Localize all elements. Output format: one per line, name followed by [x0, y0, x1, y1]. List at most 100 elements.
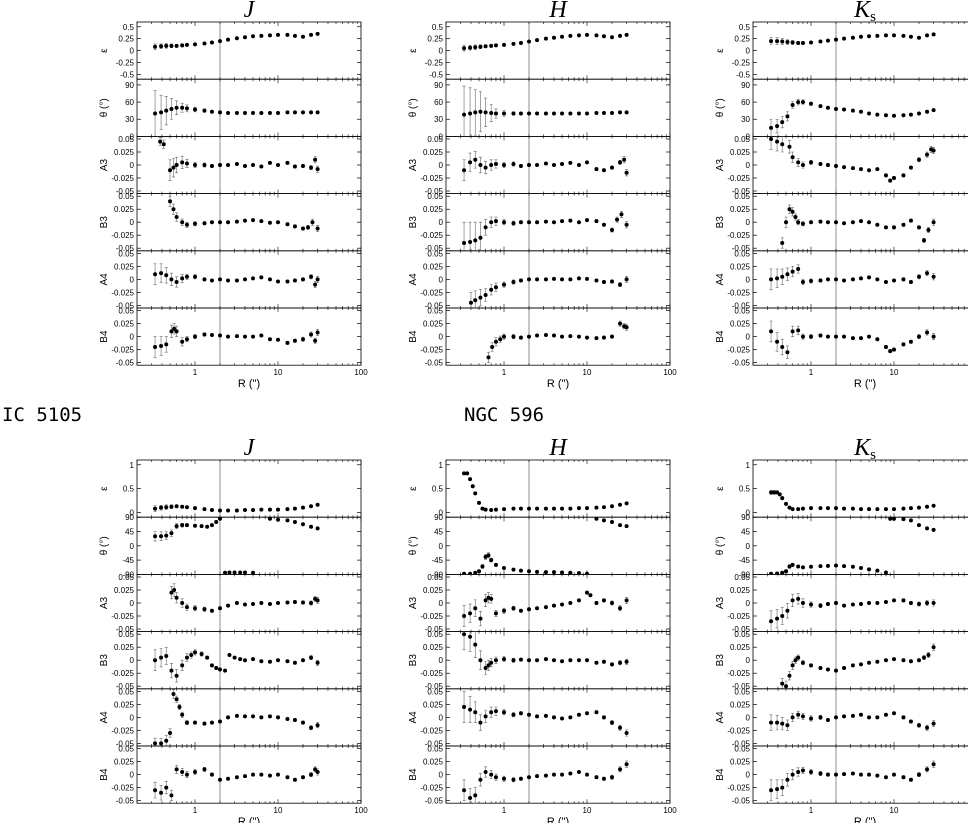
data-point	[180, 601, 185, 605]
y-tick-label: 0	[439, 275, 444, 284]
data-point	[164, 738, 169, 743]
band-title: H	[548, 0, 568, 23]
data-point	[473, 491, 478, 496]
data-point	[780, 345, 785, 349]
data-point	[576, 658, 581, 663]
y-tick-label: 0	[746, 333, 751, 342]
data-point	[169, 668, 174, 673]
data-point	[489, 660, 494, 665]
y-tick-label: -0.025	[111, 174, 134, 183]
data-point	[560, 602, 565, 607]
data-point	[309, 504, 314, 509]
x-axis-label: R (")	[547, 378, 569, 390]
data-point	[285, 775, 290, 780]
data-point	[601, 110, 606, 115]
data-point	[489, 163, 494, 167]
data-point	[184, 222, 189, 227]
data-point	[901, 33, 906, 38]
data-point	[234, 278, 239, 283]
panel-6: -0.05 -0.025 0 0.025 0.05 B4	[408, 307, 671, 368]
data-point	[478, 295, 483, 300]
data-point	[234, 36, 239, 41]
data-point	[518, 711, 523, 716]
data-points	[462, 471, 629, 513]
data-point	[468, 45, 473, 50]
data-point	[796, 328, 801, 333]
data-point	[193, 107, 198, 112]
y-tick-label: 0.025	[423, 320, 444, 329]
data-point	[576, 33, 581, 38]
data-point	[624, 731, 629, 735]
data-point	[926, 228, 931, 232]
y-tick-label: 0.025	[730, 320, 751, 329]
y-tick-label: -0.05	[116, 359, 135, 368]
data-point	[901, 342, 906, 347]
data-point	[785, 40, 790, 45]
data-point	[518, 278, 523, 283]
data-point	[875, 277, 880, 282]
x-tick-label: 100	[354, 368, 368, 377]
data-point	[518, 657, 523, 662]
panel-1: 0 0.5 1 ε	[99, 459, 362, 518]
data-point	[609, 35, 614, 40]
data-point	[825, 220, 830, 225]
data-point	[601, 280, 606, 284]
data-point	[478, 720, 483, 725]
data-point	[276, 32, 281, 37]
data-point	[511, 658, 516, 663]
data-point	[796, 100, 801, 105]
data-point	[202, 163, 207, 167]
data-point	[259, 601, 264, 605]
data-point	[925, 152, 930, 157]
data-point	[775, 124, 780, 129]
data-point	[184, 772, 189, 777]
data-point	[473, 298, 478, 303]
data-point	[251, 714, 256, 719]
data-point	[842, 165, 847, 170]
y-tick-label: 0.05	[427, 192, 443, 201]
x-tick-label: 1	[193, 806, 198, 815]
data-point	[171, 165, 176, 170]
data-point	[543, 161, 548, 166]
data-point	[292, 110, 297, 115]
data-point	[251, 602, 256, 607]
data-point	[478, 616, 483, 621]
data-point	[875, 167, 880, 172]
x-tick-label: 100	[663, 368, 677, 377]
data-point	[568, 111, 573, 116]
data-point	[601, 222, 606, 227]
data-point	[609, 662, 614, 667]
data-point	[483, 110, 488, 115]
data-point	[800, 221, 805, 226]
data-point	[180, 220, 185, 225]
data-points	[153, 502, 320, 513]
data-point	[790, 269, 795, 274]
y-tick-label: 0.05	[734, 192, 750, 201]
y-axis-label: θ (°)	[99, 98, 110, 117]
y-tick-label: -0.025	[111, 669, 134, 678]
data-point	[174, 767, 179, 772]
data-points	[462, 85, 629, 137]
data-point	[300, 164, 305, 169]
y-tick-label: 0.025	[114, 758, 135, 767]
data-point	[560, 659, 565, 664]
panel-2: -90 -45 0 45 90 θ (°)	[99, 513, 362, 579]
data-point	[908, 218, 913, 223]
data-point	[189, 653, 194, 657]
data-point	[585, 32, 590, 37]
data-point	[526, 334, 531, 339]
data-point	[842, 36, 847, 41]
data-point	[931, 274, 936, 279]
data-point	[209, 608, 214, 613]
data-point	[585, 160, 590, 165]
data-point	[588, 593, 593, 598]
data-point	[551, 111, 556, 116]
data-point	[313, 338, 318, 343]
y-tick-label: -0.025	[420, 784, 443, 793]
y-tick-label: 90	[125, 513, 134, 522]
data-point	[209, 720, 214, 725]
y-tick-label: 0.25	[427, 35, 443, 44]
data-point	[535, 658, 540, 663]
data-point	[202, 221, 207, 226]
